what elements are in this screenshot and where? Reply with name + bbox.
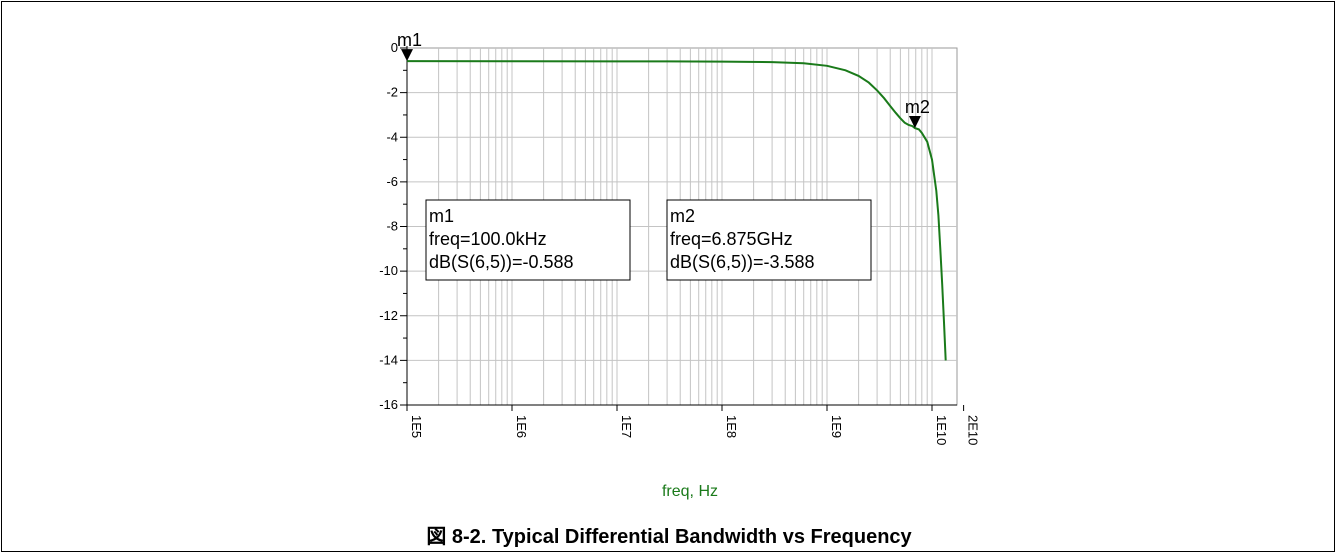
bandwidth-chart: 0 -2 -4 -6 -8 -10 -12 -14 -16 1E5 1E6 1E7 1E8 1E9 1E10… [379,30,980,500]
figure-label: 図 8-2. [426,526,487,548]
m2-readout-line: dB(S(6,5))=-3.588 [670,252,815,272]
x-tick-label: 1E7 [619,415,634,438]
m1-readout-line: m1 [429,206,454,226]
figure-title: Typical Differential Bandwidth vs Freque… [491,526,912,548]
m2-readout-line: freq=6.875GHz [670,229,793,249]
m1-marker-triangle [401,49,413,62]
series-line [406,60,947,361]
m1-readout-line: dB(S(6,5))=-0.588 [429,252,574,272]
y-tick-label: -2 [386,85,398,100]
x-tick-label: 1E6 [514,415,529,438]
x-axis-label: freq, Hz [662,483,718,500]
y-tick-label: -14 [379,352,398,367]
m1-readout-box [425,199,631,281]
figure-caption: 図 8-2. Typical Differential Bandwidth vs… [0,520,1338,549]
m1-marker-label: m1 [397,30,422,50]
m2-readout-box [666,199,872,281]
x-tick-label: 1E10 [934,415,949,445]
x-tick-label: 1E5 [409,415,424,438]
series-layer [406,60,947,361]
marker-layer: m1 m1 freq=100.0kHz dB(S(6,5))=-0.588 m2 m2 fr… [397,30,930,281]
m1-readout-line: freq=100.0kHz [429,229,547,249]
y-tick-label: -16 [379,397,398,412]
y-tick-label: -6 [386,174,398,189]
y-tick-label: -4 [386,129,398,144]
m2-readout-line: m2 [670,206,695,226]
y-tick-label: -12 [379,308,398,323]
y-tick-label: 0 [391,40,398,55]
y-tick-label: -10 [379,263,398,278]
axes: 0 -2 -4 -6 -8 -10 -12 -14 -16 1E5 1E6 1E7 1E8 1E9 1E10… [379,40,980,445]
m2-marker-triangle [908,116,921,129]
y-tick-label: -8 [386,219,398,234]
x-tick-label: 1E8 [724,415,739,438]
m2-marker-label: m2 [905,97,930,117]
x-tick-label: 2E10 [966,415,981,445]
x-tick-label: 1E9 [829,415,844,438]
